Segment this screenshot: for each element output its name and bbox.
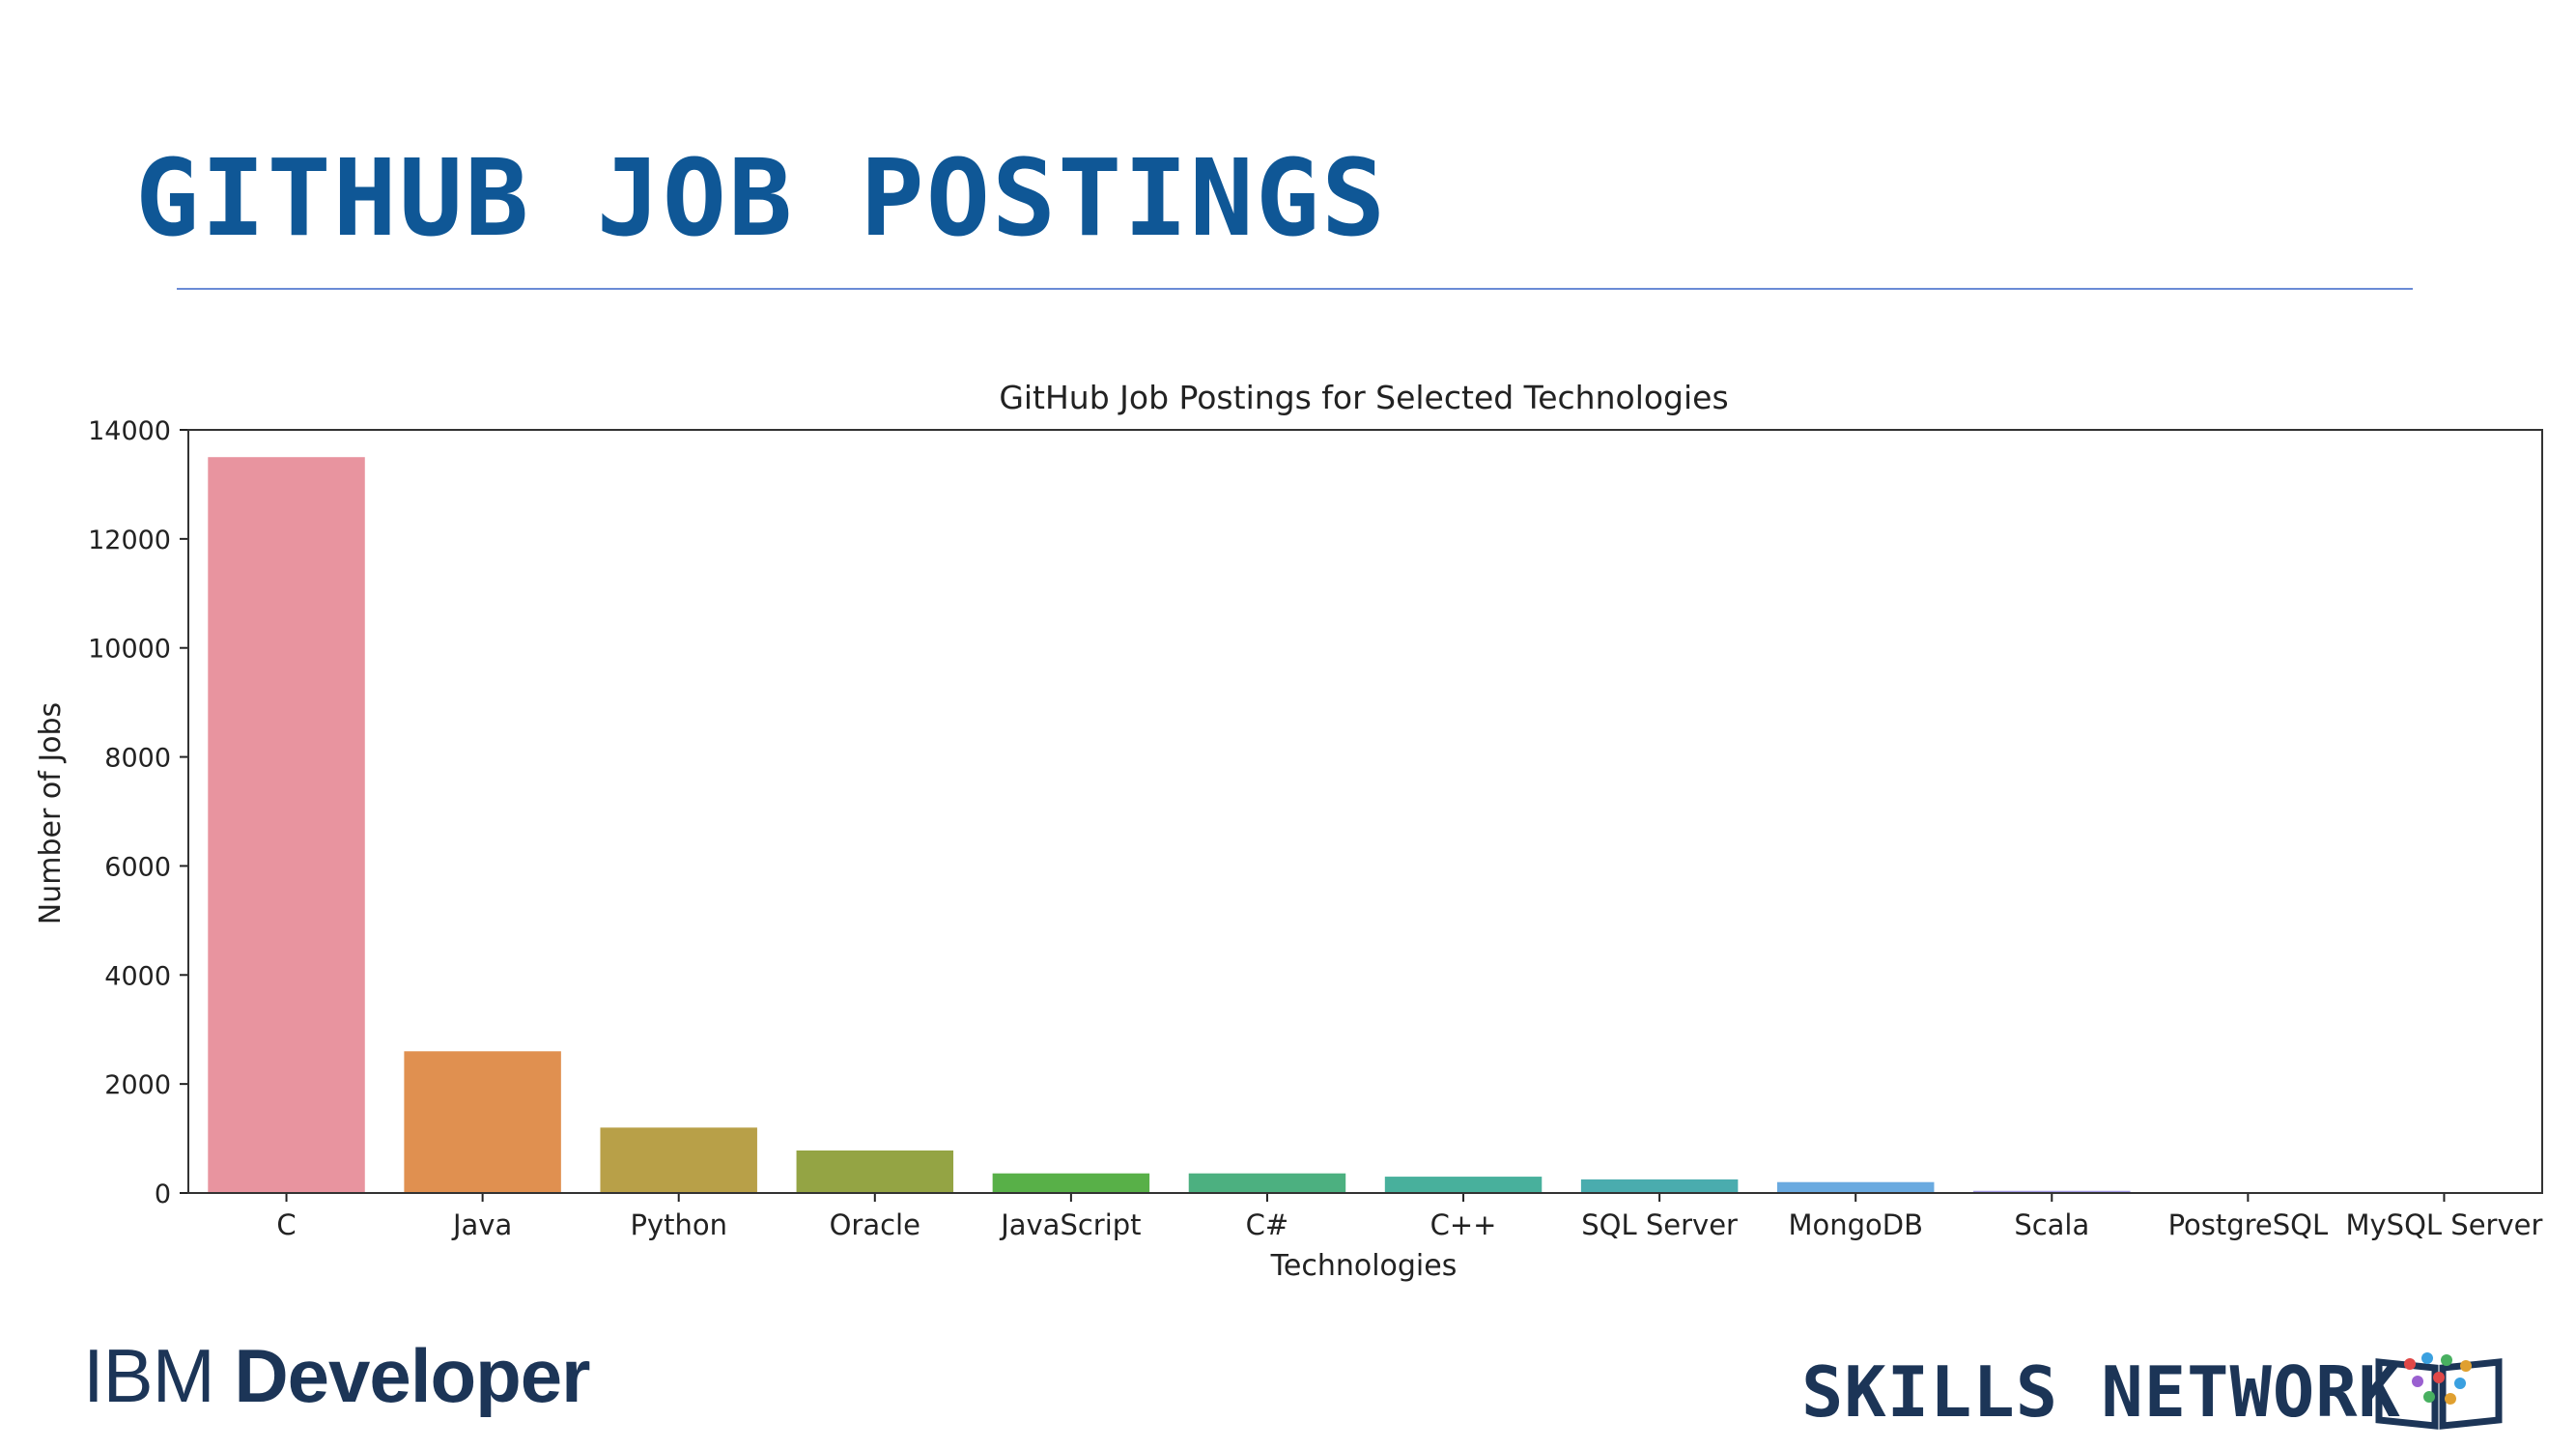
ibm-logo-word: Developer — [234, 1333, 590, 1418]
x-tick-label: JavaScript — [999, 1208, 1141, 1241]
x-axis-label: Technologies — [1270, 1249, 1458, 1283]
x-tick-label: MySQL Server — [2346, 1208, 2543, 1241]
bar-java — [404, 1051, 561, 1193]
y-tick-label: 6000 — [104, 852, 171, 882]
x-tick-label: MongoDB — [1788, 1208, 1923, 1241]
x-tick-label: PostgreSQL — [2168, 1208, 2329, 1241]
bar-mongodb — [1776, 1181, 1935, 1193]
title-divider — [177, 288, 2413, 290]
y-tick-label: 12000 — [88, 526, 171, 555]
x-tick-label: SQL Server — [1581, 1208, 1738, 1241]
bar-sql-server — [1580, 1179, 1739, 1193]
x-tick-label: Oracle — [830, 1208, 920, 1241]
bar-c- — [1188, 1173, 1346, 1193]
x-tick-label: Java — [451, 1208, 512, 1241]
y-tick-label: 8000 — [104, 744, 171, 774]
y-tick-label: 14000 — [88, 416, 171, 446]
y-tick-label: 0 — [155, 1179, 171, 1209]
bar-c — [208, 457, 365, 1193]
x-tick-label: C# — [1246, 1208, 1289, 1241]
ibm-developer-logo: IBM Developer — [83, 1338, 591, 1413]
y-tick-label: 4000 — [104, 961, 171, 991]
bar-python — [600, 1127, 757, 1193]
ibm-logo-prefix: IBM — [83, 1333, 215, 1418]
skills-network-logo: SKILLS NETWORK — [1801, 1351, 2401, 1433]
slide-title: GITHUB JOB POSTINGS — [135, 136, 1388, 260]
x-tick-label: Scala — [2014, 1208, 2089, 1241]
x-tick-label: C — [276, 1208, 296, 1241]
y-tick-label: 2000 — [104, 1070, 171, 1100]
x-tick-label: C++ — [1430, 1208, 1497, 1241]
bar-javascript — [992, 1173, 1150, 1193]
plot-frame — [187, 429, 2543, 1194]
bar-c- — [1384, 1177, 1543, 1193]
skills-network-book-icon — [2375, 1352, 2503, 1430]
y-tick-label: 10000 — [88, 635, 171, 665]
bar-chart: 0 2000 4000 6000 8000 10000 12000 14000 C Java Pyt… — [34, 379, 2543, 1283]
x-tick-label: Python — [630, 1208, 727, 1241]
chart-title: GitHub Job Postings for Selected Technol… — [999, 379, 1728, 416]
y-axis-label: Number of Jobs — [34, 702, 68, 924]
bar-oracle — [796, 1150, 954, 1193]
bar-scala — [1973, 1190, 2131, 1193]
